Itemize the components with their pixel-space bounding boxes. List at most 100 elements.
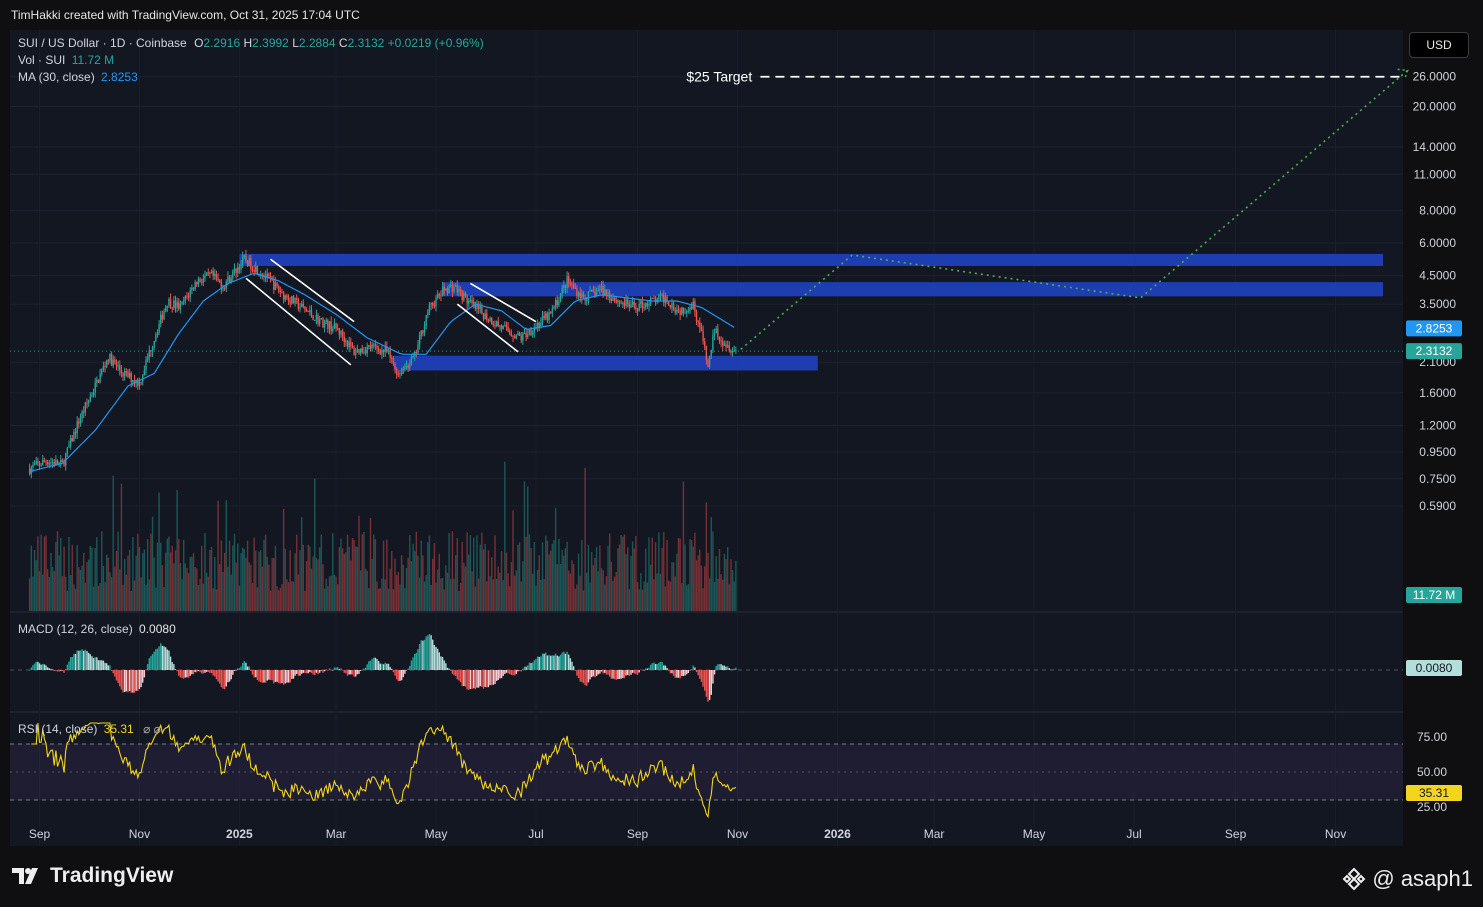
candle-body	[545, 313, 547, 319]
macd-bar	[55, 670, 57, 671]
volume-bar	[446, 572, 449, 611]
macd-bar	[300, 670, 303, 674]
volume-bar	[112, 475, 114, 611]
candle-body	[699, 322, 701, 328]
macd-bar	[32, 665, 34, 670]
candle-body	[474, 302, 477, 309]
time-tick-label: Nov	[129, 827, 150, 841]
candle-body	[687, 310, 690, 312]
volume-bar	[240, 553, 242, 611]
time-tick-label: Jul	[1126, 827, 1141, 841]
candle-body	[427, 312, 429, 316]
macd-bar	[327, 670, 329, 671]
volume-bar	[509, 586, 511, 611]
volume-bar	[605, 576, 608, 611]
volume-bar	[594, 557, 596, 611]
currency-button[interactable]: USD	[1409, 32, 1469, 58]
candle-body	[715, 328, 717, 334]
volume-bar	[263, 539, 265, 611]
ma-label[interactable]: MA (30, close)	[18, 70, 95, 84]
rsi-label[interactable]: RSI (14, close)	[18, 722, 98, 736]
macd-bar	[568, 654, 570, 670]
volume-bar	[436, 569, 439, 611]
candle-body	[209, 272, 211, 274]
macd-bar	[333, 667, 336, 670]
candle-body	[232, 271, 234, 279]
price-tick-label: 1.6000	[1419, 386, 1456, 400]
volume-bar	[79, 569, 82, 611]
macd-bar	[530, 663, 532, 670]
macd-bar	[672, 670, 675, 676]
volume-bar	[150, 533, 152, 611]
candle-body	[343, 336, 345, 343]
candle-body	[448, 285, 450, 294]
change-value: +0.0219 (+0.96%)	[387, 36, 484, 50]
volume-bar	[610, 561, 613, 611]
macd-legend: MACD (12, 26, close) 0.0080	[18, 622, 176, 636]
candle-body	[42, 459, 44, 466]
price-axis[interactable]: 26.0000 20.0000 14.0000 11.0000 8.0000 6.0000…	[1413, 70, 1457, 814]
macd-bar	[394, 670, 396, 676]
macd-bar	[314, 670, 316, 676]
macd-bar	[572, 666, 575, 670]
macd-bar	[297, 670, 300, 676]
volume-bar	[528, 534, 531, 611]
volume-bar	[607, 545, 609, 611]
macd-bar	[420, 640, 422, 670]
symbol-name[interactable]: SUI / US Dollar · 1D · Coinbase	[18, 36, 187, 50]
volume-bar	[622, 536, 624, 611]
volume-bar	[582, 590, 585, 611]
macd-bar	[694, 667, 696, 670]
macd-bar	[233, 670, 236, 671]
macd-bar	[635, 670, 637, 675]
macd-bar	[225, 670, 227, 687]
volume-bar	[359, 570, 362, 611]
macd-bar	[50, 668, 52, 670]
candle-body	[296, 298, 298, 300]
macd-bar	[330, 670, 332, 671]
macd-bar	[494, 670, 496, 685]
candle-body	[182, 301, 185, 303]
time-axis[interactable]: Sep Nov 2025 Mar May Jul Sep Nov 2026 Mar May Jul Se…	[29, 827, 1346, 841]
volume-bar	[551, 543, 554, 611]
candle-body	[137, 379, 139, 386]
price-candles[interactable]	[10, 249, 1403, 479]
macd-label[interactable]: MACD (12, 26, close)	[18, 622, 133, 636]
volume-bar	[389, 568, 391, 611]
macd-bar	[700, 670, 703, 682]
ma-price-badge-bg	[1406, 320, 1462, 337]
candle-body	[235, 268, 237, 273]
price-tick-label: 6.0000	[1419, 236, 1456, 250]
macd-badge: 0.0080	[1416, 661, 1453, 675]
candle-body	[387, 350, 390, 352]
macd-bar	[110, 670, 113, 671]
candle-body	[92, 392, 95, 396]
volume-bar	[525, 536, 527, 611]
macd-bar	[119, 670, 121, 687]
candle-body	[579, 292, 581, 299]
candle-body	[58, 462, 60, 465]
volume-bar	[268, 564, 270, 611]
macd-bar	[707, 670, 709, 702]
volume-bar	[651, 537, 653, 611]
candle-body	[472, 302, 475, 304]
candle-body	[482, 313, 485, 320]
macd-bar	[715, 665, 717, 670]
macd-bar	[33, 663, 36, 670]
volume-bar	[705, 502, 708, 611]
volume-bar	[402, 564, 404, 611]
volume-bar	[708, 578, 711, 611]
volume-bar	[599, 545, 601, 611]
channel-line	[470, 282, 537, 323]
visibility-icon[interactable]: ⌀ ⌀	[143, 722, 161, 736]
volume-bar	[382, 540, 385, 611]
macd-bar	[45, 665, 47, 670]
volume-label[interactable]: Vol · SUI	[18, 53, 66, 67]
candle-body	[287, 297, 290, 302]
macd-bar	[481, 670, 483, 687]
macd-bar	[182, 670, 185, 679]
macd-bar	[158, 646, 160, 670]
macd-bar	[289, 670, 291, 683]
rsi-legend: RSI (14, close) 35.31 ⌀ ⌀	[18, 722, 161, 736]
